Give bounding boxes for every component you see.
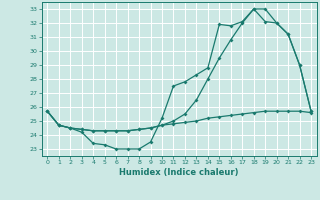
X-axis label: Humidex (Indice chaleur): Humidex (Indice chaleur)	[119, 168, 239, 177]
